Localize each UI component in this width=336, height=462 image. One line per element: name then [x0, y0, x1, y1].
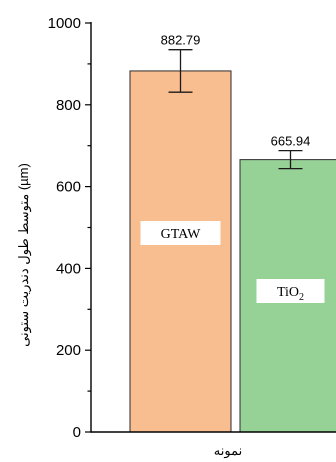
- data-labels: 882.79 GTAW 665.94 TiO2: [140, 33, 325, 303]
- error-bar-tio2: [278, 149, 303, 170]
- bar-name-background: [140, 221, 221, 245]
- value-label-gtaw: 882.79: [161, 33, 201, 48]
- bar-name-background: [256, 279, 325, 303]
- bar-name-box-tio2: TiO2: [256, 279, 325, 303]
- y-tick-label: 600: [56, 179, 81, 196]
- y-tick-label: 200: [56, 342, 81, 359]
- y-tick-label: 1000: [48, 15, 81, 32]
- bar-name-gtaw: GTAW: [161, 227, 202, 242]
- value-label-tio2: 665.94: [271, 134, 311, 149]
- y-axis-title: (µm) متوسط طول دندریت ستونی: [16, 163, 32, 347]
- x-axis-title: نمونه: [214, 443, 242, 459]
- y-tick-label: 800: [56, 97, 81, 114]
- error-bar-gtaw: [168, 49, 193, 93]
- y-tick-label: 0: [73, 424, 81, 441]
- bar-name-tio2: TiO2: [277, 285, 304, 303]
- y-tick-label: 400: [56, 260, 81, 277]
- bars-layer: [129, 70, 336, 433]
- error-bars-layer: [168, 49, 303, 170]
- y-ticks: 0 200 400 600 800 1000: [48, 15, 91, 441]
- bar-name-box-gtaw: GTAW: [140, 221, 221, 245]
- bar-gtaw: [129, 70, 232, 433]
